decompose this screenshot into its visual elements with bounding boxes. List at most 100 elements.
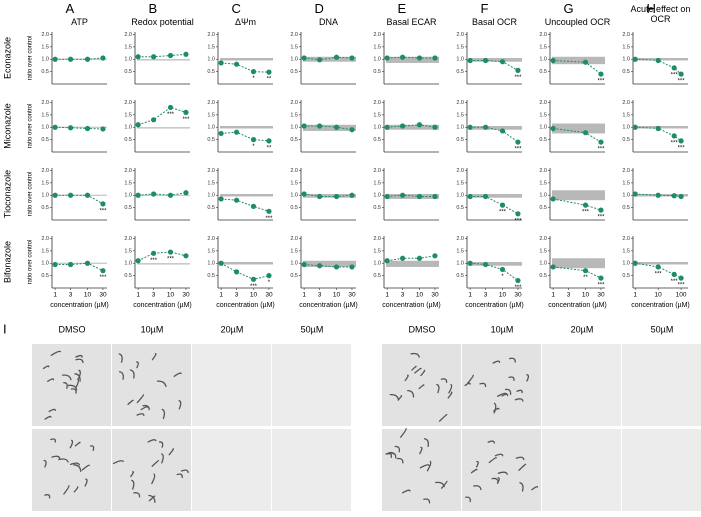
data-point	[598, 139, 604, 145]
control-band	[54, 262, 107, 264]
control-band	[303, 56, 356, 62]
micrograph	[622, 344, 701, 426]
data-point	[678, 71, 684, 77]
y-tick-label: 0.5	[124, 137, 132, 143]
y-tick-label: 2.0	[456, 168, 464, 174]
y-tick-label: 2.0	[290, 236, 298, 242]
y-tick-label: 0.5	[290, 137, 298, 143]
series-line	[387, 194, 435, 197]
data-point	[384, 258, 390, 264]
worm	[42, 365, 50, 370]
data-point	[67, 125, 74, 131]
data-point	[333, 264, 340, 270]
data-point	[135, 122, 141, 128]
data-point	[52, 124, 58, 130]
data-point	[218, 196, 224, 202]
worm	[492, 360, 501, 364]
panel-letter: H	[646, 1, 656, 16]
y-tick-label: 1.0	[373, 261, 381, 267]
y-tick-label: 1.0	[622, 57, 630, 63]
worm	[436, 383, 440, 394]
significance: ***	[499, 210, 507, 216]
y-tick-label: 1.5	[207, 44, 215, 50]
y-tick-label: 1.5	[41, 248, 49, 254]
data-point	[632, 56, 638, 62]
data-point	[301, 55, 307, 61]
worm	[440, 480, 448, 489]
data-point	[52, 56, 58, 62]
y-tick-label: 1.5	[207, 248, 215, 254]
y-tick-label: 1.5	[456, 248, 464, 254]
y-tick-label: 2.0	[373, 236, 381, 242]
row-label: Tioconazole	[2, 170, 12, 218]
worm	[75, 358, 84, 364]
significance: *	[252, 76, 255, 82]
data-point	[515, 277, 521, 284]
worm	[411, 365, 417, 371]
y-tick-label: 1.5	[290, 112, 298, 118]
worm	[394, 445, 401, 453]
worm	[67, 384, 78, 391]
worm	[130, 471, 135, 478]
y-tick-label: 2.0	[622, 100, 630, 106]
data-point	[84, 125, 91, 132]
series-line	[387, 56, 435, 59]
data-point	[250, 276, 257, 282]
worm	[58, 458, 69, 463]
y-tick-label: 0.5	[41, 205, 49, 211]
control-band	[386, 194, 439, 199]
data-point	[550, 196, 556, 202]
series-line	[553, 266, 602, 279]
data-point	[432, 193, 438, 200]
series-line	[470, 126, 519, 143]
data-point	[218, 60, 224, 66]
x-axis-label: concentration (µM)	[548, 302, 607, 309]
worm	[414, 367, 422, 374]
y-tick-label: 0.5	[539, 205, 547, 211]
concentration-label: 10µM	[491, 324, 514, 334]
data-point	[655, 57, 661, 64]
control-band	[469, 262, 522, 266]
y-tick-label: 0.5	[290, 69, 298, 75]
worm	[519, 482, 524, 492]
concentration-label: DMSO	[409, 324, 436, 334]
y-tick-label: 1.5	[207, 180, 215, 186]
significance: ***	[514, 218, 522, 224]
significance: *	[501, 274, 504, 280]
y-axis-label: ratio over control	[28, 240, 34, 285]
data-point	[301, 261, 307, 268]
worm	[473, 485, 482, 491]
column-title: Acute effect on OCR	[630, 4, 691, 24]
worm	[493, 407, 500, 412]
worm	[147, 439, 157, 443]
x-tick-label: 1	[633, 292, 637, 299]
data-point	[384, 124, 390, 130]
control-band	[552, 258, 605, 269]
y-tick-label: 1.5	[539, 112, 547, 118]
data-point	[301, 191, 307, 197]
y-tick-label: 2.0	[124, 236, 132, 242]
y-tick-label: 1.0	[456, 57, 464, 63]
concentration-label: 20µM	[221, 324, 244, 334]
x-tick-label: 10	[84, 292, 92, 299]
data-point	[100, 201, 106, 207]
data-point	[167, 52, 174, 59]
y-tick-label: 1.0	[290, 261, 298, 267]
control-band	[54, 126, 107, 128]
worm	[419, 464, 431, 469]
y-tick-label: 0.5	[456, 205, 464, 211]
data-point	[671, 65, 677, 71]
y-tick-label: 1.0	[539, 125, 547, 131]
control-band	[303, 260, 356, 267]
significance: *	[252, 144, 255, 150]
data-point	[678, 138, 684, 144]
series-line	[55, 57, 103, 60]
series-line	[387, 255, 436, 262]
y-tick-label: 2.0	[41, 168, 49, 174]
worm	[48, 408, 56, 413]
worm	[389, 393, 400, 401]
data-point	[150, 191, 157, 197]
control-band	[635, 262, 688, 265]
y-tick-label: 1.5	[539, 44, 547, 50]
x-tick-label: 1	[53, 292, 57, 299]
